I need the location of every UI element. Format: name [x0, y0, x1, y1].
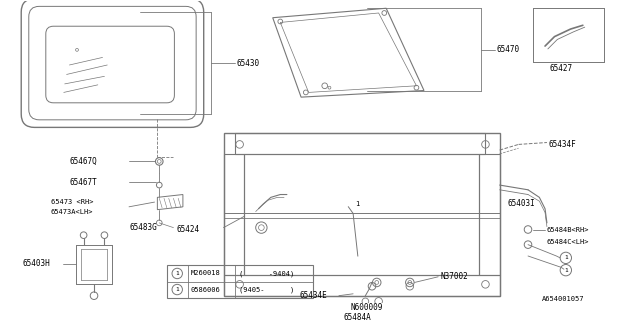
- Text: 65467T: 65467T: [70, 178, 97, 187]
- Text: 65427: 65427: [550, 64, 573, 73]
- Text: 65483G: 65483G: [129, 223, 157, 232]
- Text: A654001057: A654001057: [542, 296, 585, 301]
- Text: 1: 1: [564, 255, 568, 260]
- Text: N600009: N600009: [350, 303, 383, 313]
- Text: 65467Q: 65467Q: [70, 157, 97, 166]
- Text: 65424: 65424: [176, 225, 200, 234]
- Text: 65473 <RH>: 65473 <RH>: [51, 199, 93, 205]
- Text: M260018: M260018: [191, 270, 220, 276]
- Text: 65430: 65430: [237, 59, 260, 68]
- Text: 65484C<LH>: 65484C<LH>: [547, 239, 589, 245]
- Text: 1: 1: [355, 201, 359, 207]
- Text: N37002: N37002: [440, 272, 468, 281]
- Text: (9405-      ): (9405- ): [239, 286, 294, 293]
- Text: 65403I: 65403I: [508, 199, 535, 208]
- Text: 1: 1: [564, 268, 568, 273]
- Text: 65434F: 65434F: [549, 140, 577, 149]
- Text: 65484B<RH>: 65484B<RH>: [547, 227, 589, 233]
- Bar: [167, 265, 314, 298]
- Text: 65473A<LH>: 65473A<LH>: [51, 210, 93, 215]
- Text: 65470: 65470: [497, 45, 520, 54]
- Text: 1: 1: [175, 271, 179, 276]
- Text: 0586006: 0586006: [191, 286, 220, 292]
- Text: 65484A: 65484A: [344, 313, 371, 320]
- Text: 1: 1: [175, 287, 179, 292]
- Text: (      -9404): ( -9404): [239, 270, 294, 277]
- Text: 65434E: 65434E: [299, 291, 327, 300]
- Text: 65403H: 65403H: [22, 259, 50, 268]
